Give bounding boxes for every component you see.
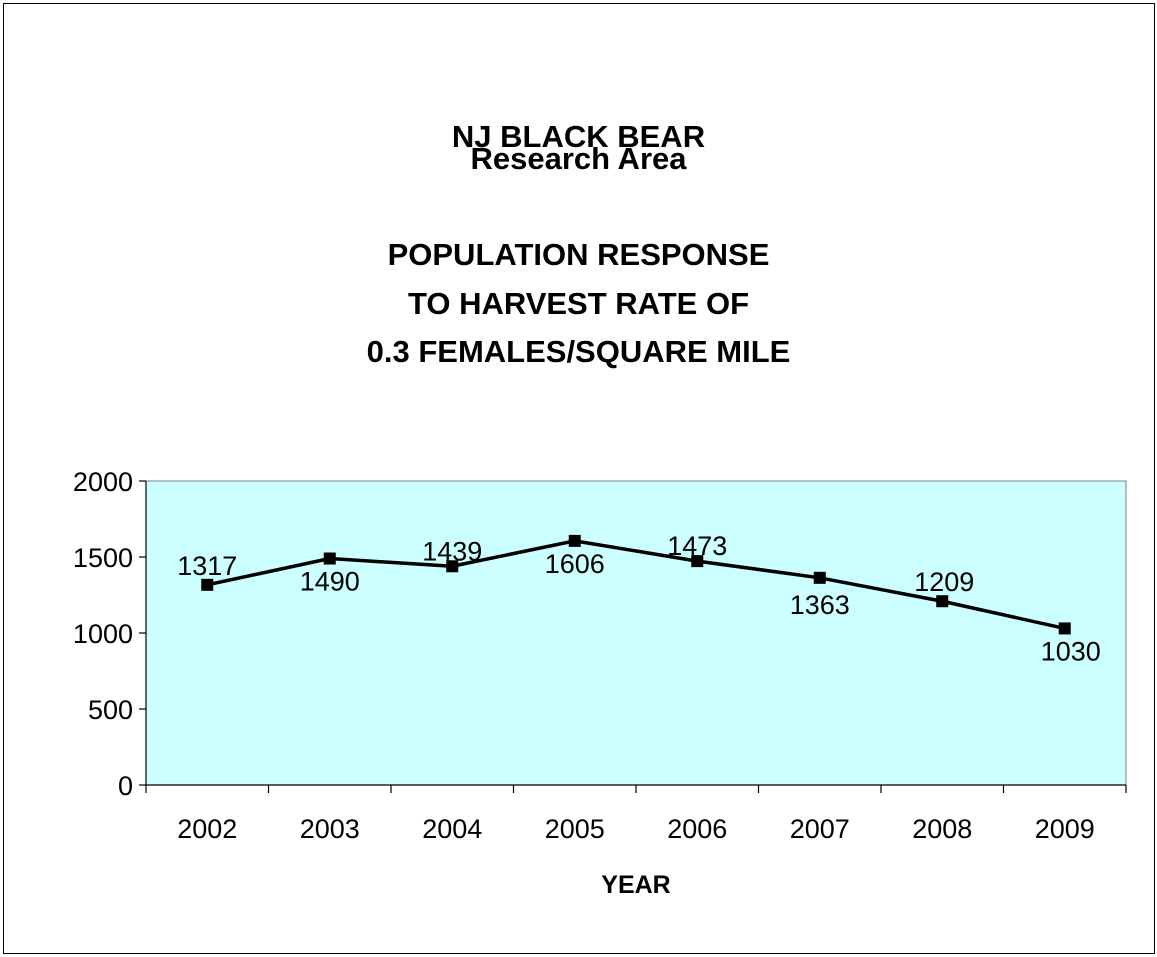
data-label: 1317 — [177, 551, 237, 581]
data-point-marker — [936, 595, 949, 608]
y-tick-label: 500 — [88, 695, 133, 725]
data-label: 1606 — [545, 549, 605, 579]
x-tick-label: 2006 — [667, 814, 727, 844]
x-tick-label: 2005 — [545, 814, 605, 844]
y-tick-label: 2000 — [73, 467, 133, 497]
data-label: 1030 — [1041, 636, 1101, 666]
x-tick-label: 2004 — [422, 814, 482, 844]
x-axis-title: YEAR — [601, 871, 670, 899]
x-tick-label: 2002 — [177, 814, 237, 844]
data-point-marker — [568, 534, 581, 547]
y-tick-label: 1500 — [73, 543, 133, 573]
chart-title-line-1: NJ BLACK BEAR — [451, 119, 706, 154]
data-label: 1209 — [914, 567, 974, 597]
data-label: 1439 — [422, 536, 482, 566]
x-tick-label: 2007 — [790, 814, 850, 844]
data-point-marker — [201, 578, 214, 591]
chart-title-line-3: POPULATION RESPONSE — [387, 237, 770, 272]
data-point-marker — [813, 571, 826, 584]
y-axis: 0 500 1000 1500 2000 — [73, 467, 147, 801]
chart-frame — [3, 3, 1155, 954]
data-labels: 1317 1490 1439 1606 1473 1363 1209 1030 — [177, 531, 1101, 666]
x-tick-label: 2009 — [1035, 814, 1095, 844]
chart-title-line-4: TO HARVEST RATE OF — [407, 286, 750, 321]
data-point-marker — [1058, 622, 1071, 635]
plot-area — [145, 480, 1127, 786]
data-point-marker — [323, 552, 336, 565]
x-tick-label: 2008 — [912, 814, 972, 844]
data-label: 1490 — [300, 567, 360, 597]
y-tick-label: 0 — [118, 771, 133, 801]
data-point-marker — [691, 555, 704, 568]
data-label: 1473 — [667, 531, 727, 561]
series-group — [201, 534, 1071, 635]
y-tick-label: 1000 — [73, 619, 133, 649]
chart-title-line-5: 0.3 FEMALES/SQUARE MILE — [366, 334, 791, 369]
chart-title-line-2: Research Area — [470, 141, 687, 176]
data-label: 1363 — [790, 590, 850, 620]
x-axis: 2002 2003 2004 2005 2006 2007 2008 2009 — [145, 784, 1127, 844]
data-point-marker — [446, 560, 459, 573]
x-tick-label: 2003 — [300, 814, 360, 844]
series-line — [206, 539, 1066, 631]
